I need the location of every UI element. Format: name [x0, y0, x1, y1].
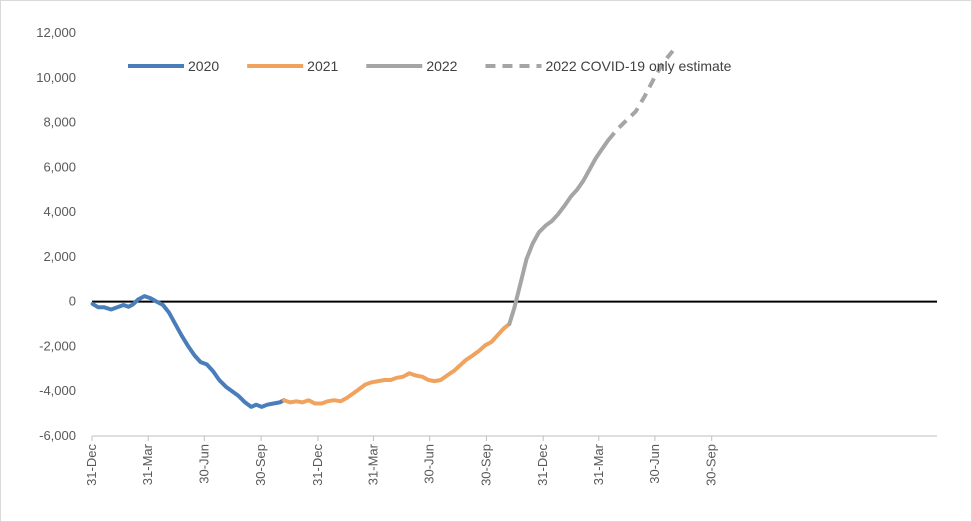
y-tick-label: -2,000	[39, 338, 76, 353]
series-line-0	[90, 294, 286, 409]
y-tick-label: 0	[69, 294, 76, 309]
y-tick-label: 12,000	[36, 25, 76, 40]
y-tick-label: 8,000	[43, 115, 76, 130]
x-tick-label: 30-Sep	[704, 444, 719, 486]
x-tick-labels: 31-Dec 31-Mar 30-Jun 30-Sep 31-Dec 31-Mar 30-J…	[84, 443, 719, 486]
x-tick-label: 31-Mar	[591, 443, 606, 485]
y-tick-label: -4,000	[39, 383, 76, 398]
x-tick-label: 31-Dec	[310, 444, 325, 486]
y-tick-labels: -6,000 -4,000 -2,000 0 2,000 4,000 6,000 8,000 1…	[36, 25, 76, 443]
x-tick-label: 30-Sep	[253, 444, 268, 486]
x-tick-label: 31-Dec	[535, 444, 550, 486]
x-tick-label: 30-Jun	[422, 444, 437, 484]
y-tick-label: 2,000	[43, 249, 76, 264]
series-lines	[90, 49, 675, 409]
y-tick-label: -6,000	[39, 428, 76, 443]
legend-label-1: 2021	[307, 58, 338, 74]
x-tick-label: 31-Dec	[84, 444, 99, 486]
y-tick-label: 10,000	[36, 70, 76, 85]
legend-label-3: 2022 COVID-19 only estimate	[545, 58, 731, 74]
x-tick-label: 30-Jun	[647, 444, 662, 484]
legend-label-2: 2022	[426, 58, 457, 74]
legend-label-0: 2020	[188, 58, 219, 74]
y-tick-label: 6,000	[43, 159, 76, 174]
x-tick-label: 30-Sep	[478, 444, 493, 486]
series-line-1	[282, 322, 512, 406]
y-tick-label: 4,000	[43, 204, 76, 219]
x-tick-label: 31-Mar	[140, 443, 155, 485]
x-tick-label: 30-Jun	[196, 444, 211, 484]
x-ticks	[91, 436, 713, 441]
legend: 2020 2021 2022 2022 COVID-19 only estimate	[128, 58, 732, 74]
plot-area: -6,000 -4,000 -2,000 0 2,000 4,000 6,000 8,000 1…	[36, 25, 937, 486]
series-line-3	[606, 49, 675, 142]
x-tick-label: 31-Mar	[365, 443, 380, 485]
series-line-2	[507, 138, 610, 327]
